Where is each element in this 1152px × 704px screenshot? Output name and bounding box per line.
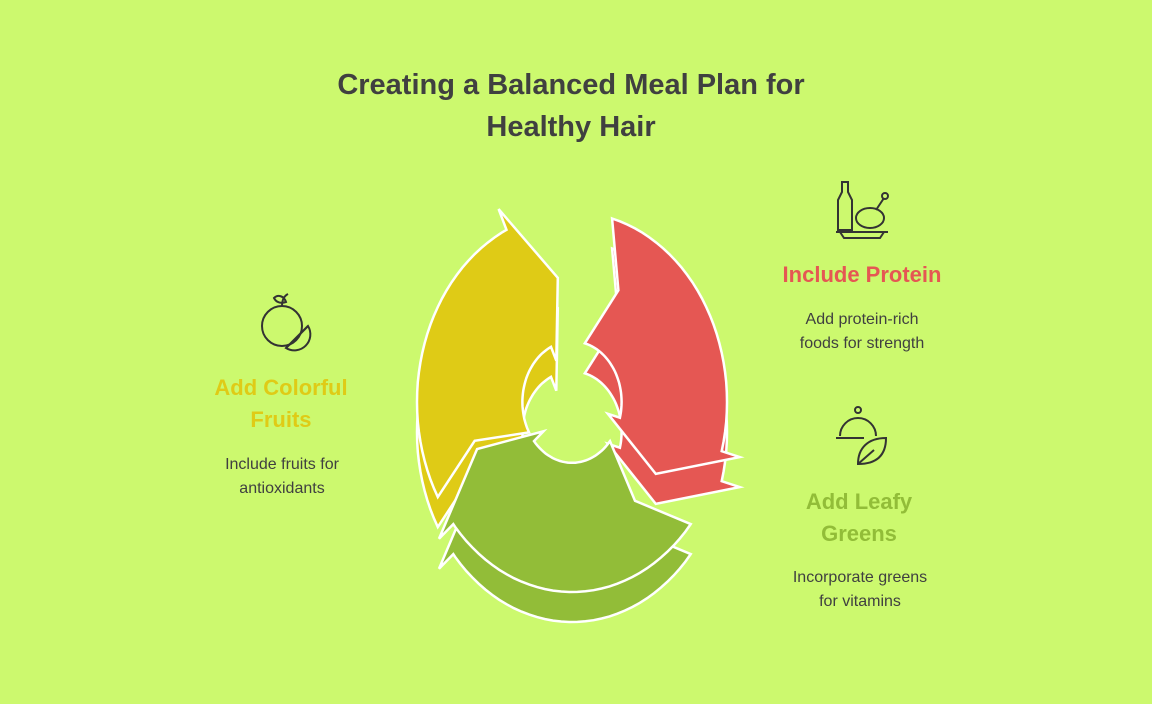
chicken-plate-icon [836,181,889,239]
cloche-leaf-icon [836,406,888,466]
orange-slice-icon [261,293,312,352]
page-title: Creating a Balanced Meal Plan for Health… [337,64,804,148]
desc-line: for vitamins [819,593,901,610]
fruits-title: Add Colorful Fruits [214,372,347,436]
desc-line: antioxidants [239,480,325,497]
desc-line: foods for strength [799,335,925,352]
protein-arrow-top [582,216,745,476]
desc-line: Add protein-rich [805,311,919,328]
title-line-2: Healthy Hair [486,111,656,143]
greens-arrow-top [437,428,693,594]
title-line: Fruits [250,407,312,432]
fruits-description: Include fruits for antioxidants [225,453,339,501]
fruits-arrow-top [415,208,560,500]
protein-description: Add protein-rich foods for strength [800,308,925,356]
title-line-1: Creating a Balanced Meal Plan for [337,69,805,101]
title-line: Greens [821,521,897,546]
desc-line: Include fruits for [225,456,339,473]
protein-title: Include Protein [782,262,942,287]
title-line: Add Colorful [214,375,348,400]
greens-description: Incorporate greens for vitamins [793,566,927,614]
desc-line: Incorporate greens [792,569,928,586]
title-line: Add Leafy [805,489,913,514]
greens-title: Add Leafy Greens [806,486,912,550]
